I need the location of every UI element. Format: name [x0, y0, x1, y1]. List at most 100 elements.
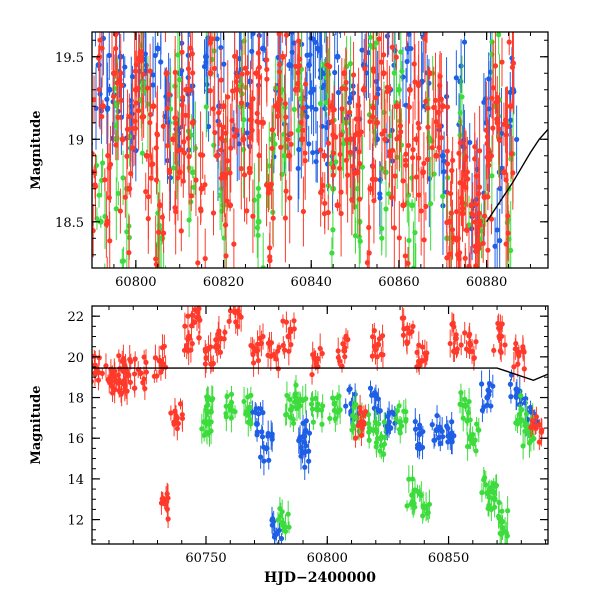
top-data-point	[242, 65, 248, 71]
bottom-data-point	[458, 342, 464, 348]
bottom-data-point	[283, 412, 289, 418]
top-data-point	[373, 40, 379, 46]
top-data-point	[147, 120, 153, 126]
bottom-data-point	[341, 347, 348, 354]
bottom-data-point	[287, 326, 293, 332]
top-data-point	[228, 145, 234, 151]
top-data-point	[102, 282, 107, 287]
top-data-point	[172, 69, 178, 76]
bottom-data-point	[116, 353, 122, 359]
bottom-data-point	[199, 426, 205, 432]
top-data-point	[178, 228, 184, 234]
bottom-data-point	[309, 406, 316, 412]
top-data-point	[212, 65, 218, 72]
top-data-point	[126, 250, 132, 256]
top-data-point	[334, 202, 341, 209]
top-data-point	[232, 133, 238, 139]
top-data-point	[433, 119, 439, 125]
top-data-point	[347, 149, 353, 155]
top-data-point	[347, 136, 354, 143]
bottom-data-point	[445, 439, 451, 445]
bottom-data-point	[186, 333, 193, 340]
top-y-tick-label: 18.5	[55, 216, 84, 231]
top-data-point	[236, 141, 242, 147]
bottom-data-point	[483, 482, 489, 488]
bottom-data-point	[539, 427, 545, 433]
bottom-data-point	[156, 357, 163, 364]
bottom-data-point	[467, 341, 474, 348]
top-data-point	[298, 119, 304, 126]
top-data-point	[360, 6, 365, 11]
top-data-point	[260, 26, 265, 31]
top-data-point	[449, 167, 455, 174]
top-data-point	[92, 228, 96, 234]
top-data-point	[393, 54, 399, 60]
top-data-point	[107, 238, 113, 244]
top-data-point	[265, 2, 270, 7]
top-data-point	[424, 156, 431, 163]
top-data-point	[489, 173, 495, 179]
bottom-data-point	[491, 496, 498, 503]
top-data-point	[124, 229, 130, 235]
top-data-point	[139, 150, 146, 156]
bottom-data-point	[358, 418, 365, 425]
top-data-point	[395, 86, 402, 93]
top-data-point	[370, 163, 376, 170]
bottom-data-point	[493, 482, 500, 488]
bottom-data-point	[396, 403, 402, 409]
bottom-data-point	[358, 432, 365, 438]
top-data-point	[367, 34, 374, 40]
top-data-point	[119, 258, 125, 264]
top-data-point	[379, 225, 385, 232]
bottom-data-point	[118, 391, 124, 397]
top-data-point	[179, 49, 185, 55]
bottom-data-point	[401, 315, 407, 321]
top-data-point	[424, 2, 429, 7]
top-data-point	[164, 143, 170, 149]
bottom-data-point	[265, 430, 271, 437]
bottom-data-point	[528, 438, 534, 444]
top-data-point	[329, 250, 335, 256]
bottom-data-point	[523, 411, 530, 417]
top-plot-frame	[91, 31, 549, 269]
bottom-data-point	[127, 356, 133, 362]
bottom-data-point	[343, 403, 349, 409]
top-data-point	[383, 206, 389, 212]
bottom-data-point	[369, 353, 375, 359]
bottom-data-point	[393, 416, 399, 422]
top-data-point	[338, 7, 343, 12]
top-data-point	[405, 260, 411, 266]
bottom-data-point	[259, 434, 266, 440]
bottom-data-point	[290, 420, 297, 426]
top-data-point	[158, 2, 163, 7]
bottom-data-point	[372, 392, 379, 399]
bottom-x-tick-label: 60800	[307, 551, 348, 566]
top-data-point	[250, 213, 256, 219]
top-data-point	[373, 95, 379, 101]
top-data-point	[490, 85, 496, 91]
bottom-data-point	[258, 340, 265, 346]
top-data-point	[463, 268, 468, 273]
top-data-point	[281, 121, 288, 127]
top-data-point	[404, 58, 410, 65]
top-data-point	[93, 105, 99, 111]
bottom-data-point	[287, 406, 294, 413]
bottom-data-point	[451, 324, 457, 330]
bottom-data-point	[275, 517, 281, 523]
bottom-data-point	[288, 342, 294, 348]
top-data-point	[147, 68, 153, 74]
bottom-data-point	[306, 430, 313, 436]
top-data-point	[437, 73, 443, 79]
top-data-point	[223, 130, 229, 136]
top-data-point	[274, 113, 281, 120]
top-data-point	[291, 106, 297, 113]
bottom-data-point	[284, 392, 290, 399]
top-data-point	[283, 32, 290, 38]
top-data-point	[486, 76, 492, 82]
top-data-point	[283, 19, 288, 24]
top-data-point	[246, 26, 251, 31]
top-data-point	[172, 115, 178, 121]
top-data-point	[241, 172, 248, 178]
top-data-point	[506, 236, 512, 242]
top-data-point	[189, 119, 196, 126]
